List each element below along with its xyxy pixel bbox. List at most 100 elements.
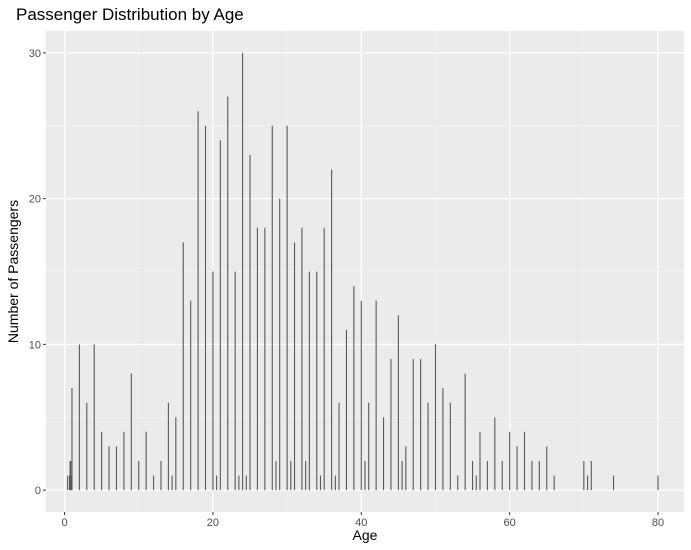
bar [153,475,155,491]
bar [401,460,403,491]
bar [108,446,110,491]
bar [657,475,659,491]
bar [475,475,477,491]
y-axis-title: Number of Passengers [5,200,21,343]
bar [331,169,333,491]
bar [301,227,303,491]
bar [368,402,370,491]
bar [360,300,362,491]
bar [412,358,414,491]
bar [420,358,422,491]
bar [70,475,72,491]
bar [86,402,88,491]
bar [256,227,258,491]
bar [78,344,80,491]
bar [69,460,71,491]
bars [67,52,659,491]
chart-title: Passenger Distribution by Age [16,5,244,24]
bar [538,460,540,491]
bar [464,373,466,491]
bar [334,475,336,491]
bar [160,460,162,491]
bar [323,227,325,491]
bar [364,460,366,491]
bar [449,402,451,491]
x-tick-label: 0 [61,517,67,529]
bar [405,446,407,491]
bar [115,446,118,491]
bar [486,460,488,491]
bar [182,242,184,491]
bar [345,329,348,491]
bar [375,300,377,491]
bar [501,460,503,491]
bar [227,96,229,491]
bar [93,344,95,491]
x-axis: 0 20 40 60 80 [61,512,664,529]
bar [583,460,585,491]
bar [70,460,72,491]
bar [234,271,236,491]
bar [305,460,307,491]
x-tick-label: 60 [504,517,516,529]
bar [249,154,251,491]
bar [523,431,526,491]
y-tick-label: 0 [35,485,41,497]
bar [216,475,218,491]
bar [275,460,277,491]
bar [171,475,173,491]
bar [145,431,147,491]
bar [271,125,273,491]
bar [175,417,177,491]
y-axis: 0 10 20 30 [29,48,46,497]
bar [472,460,474,491]
bar [219,140,221,491]
bar [190,300,192,491]
bar [319,475,322,491]
bar [130,373,132,491]
bar [242,52,244,491]
bar [68,475,71,491]
bar [494,417,496,491]
x-tick-label: 20 [207,517,219,529]
bar [286,125,288,491]
bar [197,111,199,491]
bar [290,460,292,491]
bar [353,286,355,491]
x-tick-label: 40 [355,517,367,529]
bar [442,388,444,491]
bar [553,475,555,491]
bar [167,402,169,491]
bar [212,271,214,491]
bar [382,417,385,491]
bar [590,460,592,491]
x-axis-title: Age [353,527,378,543]
bar [427,402,429,491]
bar [67,475,69,491]
bar [123,431,125,491]
bar [546,446,548,491]
bar [397,315,399,491]
bar [457,475,459,491]
bar [338,402,340,491]
bar [264,227,266,491]
bar [238,475,240,491]
bar [434,344,437,491]
bar [509,431,511,491]
bar [531,460,533,491]
y-tick-label: 30 [29,48,41,60]
y-tick-label: 10 [29,339,41,351]
bar [316,271,318,491]
bar [612,475,615,491]
bar [101,431,103,491]
bar [479,431,481,491]
bar [279,198,281,491]
bar [587,475,589,491]
bar [293,242,296,491]
bar [138,460,140,491]
x-tick-label: 80 [652,517,664,529]
y-tick-label: 20 [29,194,41,206]
bar [516,446,518,491]
bar [204,125,207,491]
